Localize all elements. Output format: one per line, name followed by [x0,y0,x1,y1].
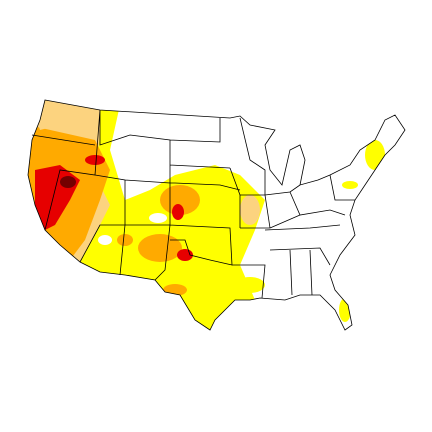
severe-drought [117,234,133,246]
moderate-drought [240,195,260,225]
extreme-drought [172,204,184,220]
abnormally-dry [235,277,265,293]
abnormally-dry [342,181,358,189]
severe-drought [138,234,182,262]
extreme-drought [85,155,105,165]
us-outline [27,99,406,331]
state-borders [27,99,406,331]
exceptional-drought [60,176,76,188]
no-drought [98,235,112,245]
no-drought [125,123,175,147]
no-drought [149,213,167,223]
